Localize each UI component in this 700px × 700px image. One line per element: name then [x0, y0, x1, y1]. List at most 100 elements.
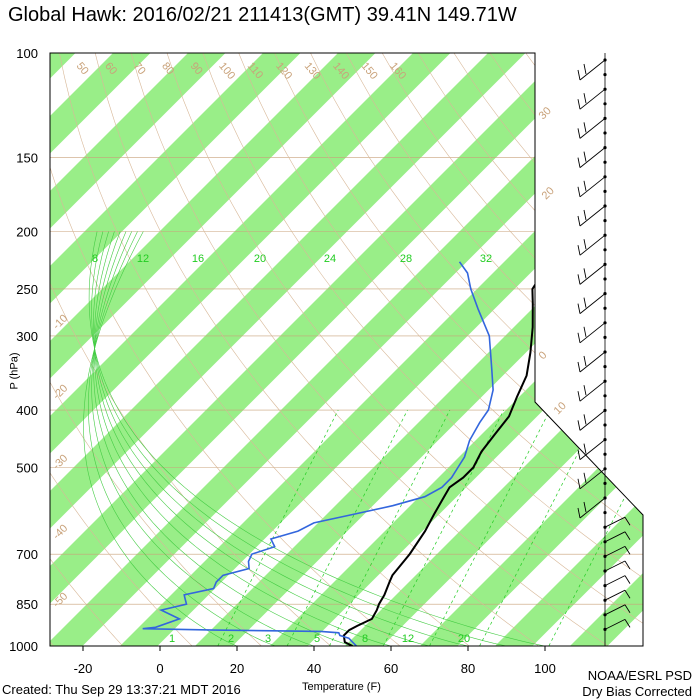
mixing-ratio-label: 8 [92, 253, 98, 265]
temperature-tick-label: 40 [307, 661, 321, 676]
moist-adiabat [91, 231, 315, 646]
mixing-ratio-label: 16 [192, 253, 204, 265]
wind-station-dot [603, 335, 607, 339]
pressure-tick-label: 200 [16, 225, 38, 240]
wind-barb-flag [577, 128, 581, 139]
mixing-ratio-bottom-label: 8 [362, 633, 368, 645]
wind-station-dot [603, 481, 607, 485]
wind-station-dot [603, 189, 607, 193]
wind-barb-flag [583, 385, 587, 396]
wind-barb-flag [583, 122, 587, 133]
correction-label: Dry Bias Corrected [582, 684, 692, 699]
mixing-ratio-label: 12 [137, 253, 149, 265]
wind-barb-flag [624, 560, 631, 570]
wind-barb-flag [577, 303, 581, 314]
wind-barb-staff [604, 516, 626, 528]
wind-barb-flag [577, 449, 581, 460]
wind-barb-flag [577, 215, 581, 227]
wind-barb-flag [583, 93, 587, 104]
mixing-ratio-bottom-label: 5 [314, 633, 320, 645]
wind-station-dot [603, 423, 607, 427]
wind-barb-staff [604, 575, 626, 587]
y-axis-label: P (hPa) [8, 352, 21, 390]
wind-barb-flag [624, 589, 631, 599]
mixing-ratio-bottom-label: 2 [228, 633, 234, 645]
wind-station-dot [603, 73, 607, 77]
mixing-ratio-line [548, 409, 643, 646]
wind-barb-staff [604, 618, 626, 630]
wind-barb-flag [583, 297, 587, 308]
wind-barb-flag [583, 209, 587, 221]
dry-adiabat [166, 53, 643, 646]
mixing-ratio-bottom-label: 3 [265, 633, 271, 645]
series-line-dew-point [142, 261, 494, 646]
wind-station-dot [603, 613, 607, 617]
wind-barb-staff [604, 531, 626, 543]
dry-adiabat [50, 53, 124, 646]
wind-barbs [577, 53, 631, 646]
wind-barb-flag [577, 478, 581, 489]
mixing-ratio-bottom-label: 20 [458, 633, 470, 645]
moist-adiabat [94, 231, 392, 646]
temperature-tick-label: 20 [230, 661, 244, 676]
wind-barb-staff [579, 293, 606, 314]
wind-barb-flag [577, 245, 581, 256]
temperature-tick-label: -20 [74, 661, 93, 676]
isotherm-band [50, 53, 643, 646]
isotherm-band [50, 53, 451, 646]
wind-barb-flag [624, 575, 631, 584]
mixing-ratio-label: 24 [324, 253, 336, 265]
pressure-tick-label: 500 [16, 460, 38, 475]
wind-barb-staff [579, 147, 606, 168]
wind-station-dot [603, 102, 607, 106]
pressure-tick-label: 100 [16, 46, 38, 61]
isotherm-label: 20 [540, 185, 557, 202]
plot-area [50, 53, 643, 646]
wind-barb-flag [583, 326, 587, 337]
dry-adiabat [346, 53, 643, 646]
pressure-tick-label: 700 [16, 547, 38, 562]
isotherm-label: -30 [51, 452, 71, 472]
wind-barb-flag [624, 619, 631, 628]
wind-barb-flag [577, 391, 581, 402]
isotherm-label: 30 [537, 105, 554, 122]
isotherm-label: -40 [51, 522, 71, 542]
wind-barb-staff [579, 176, 606, 198]
isotherm-band [195, 53, 643, 646]
isotherm-label: 10 [552, 400, 569, 417]
moist-adiabat [91, 231, 507, 646]
dry-adiabat [59, 53, 470, 646]
wind-barb-staff [579, 118, 606, 139]
isotherm-band [50, 53, 301, 646]
temperature-tick-label: 60 [384, 661, 398, 676]
moist-adiabat [88, 231, 276, 646]
wind-barb-flag [583, 239, 587, 250]
wind-barb-flag [583, 472, 587, 483]
wind-barb-staff [579, 351, 606, 373]
moist-adiabat [93, 231, 353, 646]
wind-barb-flag [583, 443, 587, 454]
wind-barb-flag [624, 546, 631, 555]
wind-station-dot [603, 219, 607, 223]
wind-barb-staff [579, 264, 606, 285]
wind-barb-staff [604, 589, 626, 601]
wind-station-dot [603, 598, 607, 602]
mixing-ratio-bottom-label: 1 [169, 633, 175, 645]
created-timestamp: Created: Thu Sep 29 13:37:21 MDT 2016 [2, 682, 241, 697]
wind-barb-flag [624, 604, 631, 614]
isotherm-band [420, 53, 643, 646]
dry-adiabat [274, 53, 643, 646]
dry-adiabat [50, 53, 262, 646]
wind-barb-staff [579, 497, 606, 519]
wind-station-dot [603, 365, 607, 369]
dry-adiabat [94, 53, 539, 646]
temperature-tick-label: 100 [534, 661, 556, 676]
pressure-tick-label: 300 [16, 329, 38, 344]
dry-adiabat [130, 53, 609, 646]
wind-barb-flag [577, 99, 581, 110]
wind-barb-flag [577, 186, 581, 197]
pressure-tick-label: 400 [16, 403, 38, 418]
wind-station-dot [603, 277, 607, 281]
wind-barb-flag [583, 414, 587, 425]
